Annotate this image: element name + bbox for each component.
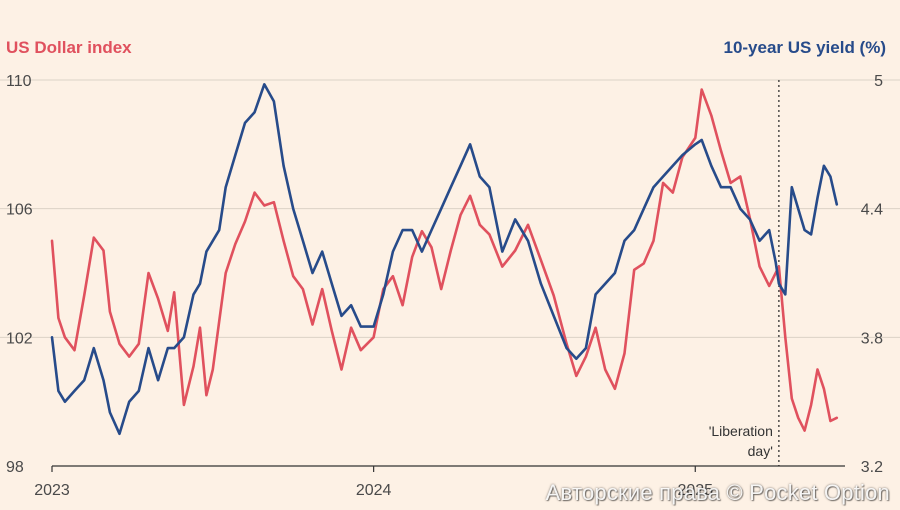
right-tick-label: 4.4 bbox=[861, 202, 883, 219]
us-yield-line bbox=[50, 83, 839, 436]
left-tick-label: 98 bbox=[6, 459, 24, 476]
left-axis-title: US Dollar index bbox=[6, 38, 132, 57]
annotation-label: day' bbox=[748, 443, 773, 459]
x-tick-label: 2024 bbox=[356, 482, 392, 499]
left-tick-label: 110 bbox=[6, 73, 32, 90]
watermark: Авторские права © Pocket Option bbox=[545, 480, 890, 505]
x-tick-label: 2025 bbox=[677, 482, 713, 499]
dollar-index-line bbox=[50, 88, 839, 432]
right-tick-label: 5 bbox=[874, 73, 883, 90]
right-axis-title: 10-year US yield (%) bbox=[723, 38, 886, 57]
annotation-label: 'Liberation bbox=[709, 423, 773, 439]
right-tick-label: 3.8 bbox=[861, 330, 883, 347]
left-tick-label: 102 bbox=[6, 330, 33, 347]
left-tick-label: 106 bbox=[6, 202, 33, 219]
x-tick-label: 2023 bbox=[34, 482, 70, 499]
right-tick-label: 3.2 bbox=[861, 459, 883, 476]
